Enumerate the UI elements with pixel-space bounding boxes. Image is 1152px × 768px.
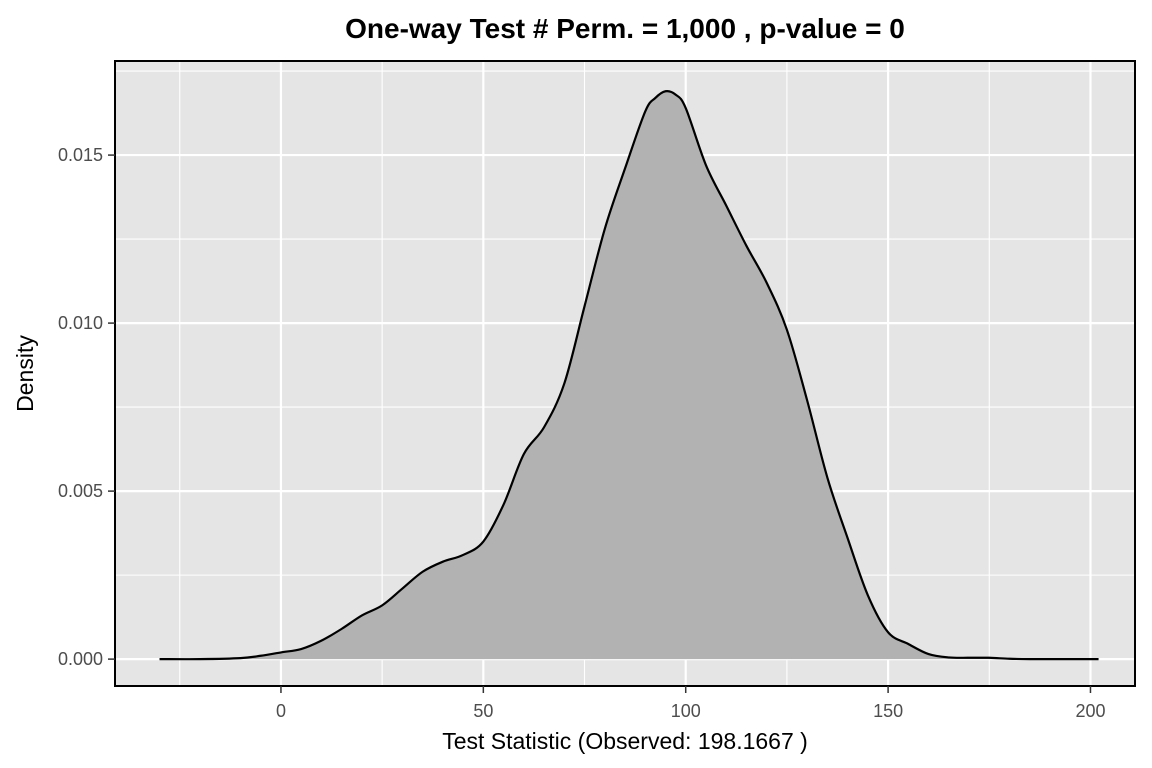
y-tick-label: 0.015 <box>58 145 103 165</box>
x-tick-label: 50 <box>473 701 493 721</box>
density-area <box>159 91 1099 660</box>
y-tick-label: 0.005 <box>58 481 103 501</box>
x-tick-label: 100 <box>671 701 701 721</box>
y-axis-label: Density <box>12 335 38 412</box>
plot-border <box>114 60 1136 687</box>
y-axis: 0.000 0.005 0.010 0.015 <box>58 145 115 669</box>
x-axis-label: Test Statistic (Observed: 198.1667 ) <box>442 728 808 754</box>
y-tick-label: 0.000 <box>58 649 103 669</box>
chart-title: One-way Test # Perm. = 1,000 , p-value =… <box>345 13 905 44</box>
x-tick-label: 150 <box>873 701 903 721</box>
x-tick-label: 0 <box>276 701 286 721</box>
x-axis: 0 50 100 150 200 <box>276 686 1105 721</box>
y-tick-label: 0.010 <box>58 313 103 333</box>
density-curve <box>159 90 1099 661</box>
x-tick-label: 200 <box>1075 701 1105 721</box>
